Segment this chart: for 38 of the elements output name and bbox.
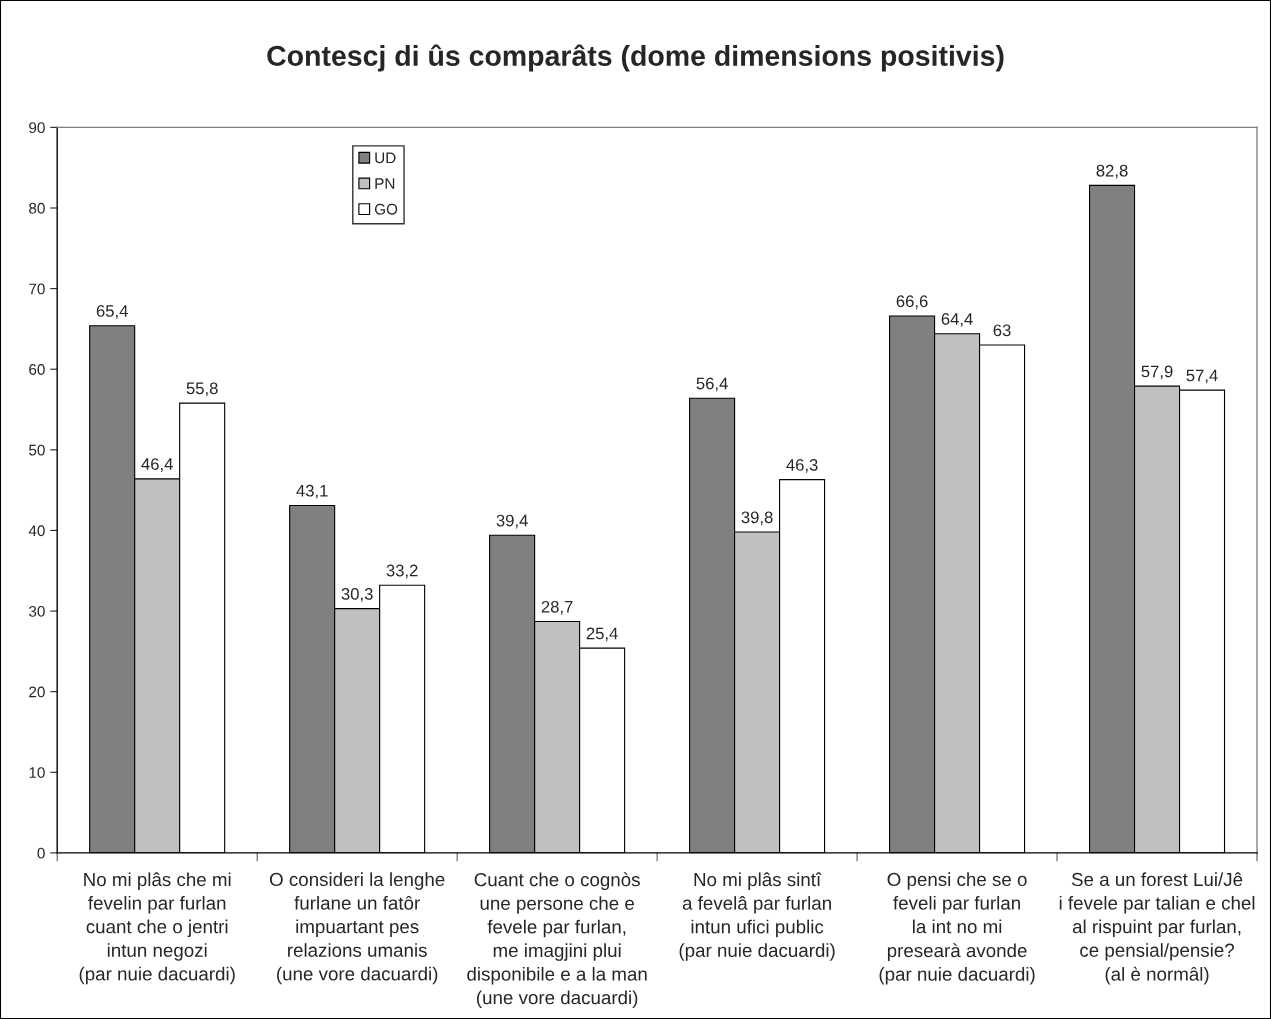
y-tick-label: 0 [37, 847, 45, 859]
y-tick-label: 20 [29, 686, 45, 698]
legend-label: GO [374, 203, 398, 215]
chart-title: Contescj di ûs comparâts (dome dimensions positivis) [267, 44, 1004, 72]
legend-label: UD [375, 152, 396, 164]
y-tick-label: 50 [29, 444, 45, 456]
data-label: 46,4 [141, 458, 173, 472]
data-label: 43,1 [296, 484, 328, 499]
legend-label: PN [375, 178, 395, 189]
x-tick-label: Se a un forest Lui/Jê i fevele par talian e chel al rispuint par furlan, ce pensial/pensie? (al è normâl) [1059, 872, 1255, 985]
y-tick-label: 30 [28, 605, 45, 617]
y-tick-label: 80 [29, 202, 45, 214]
data-label: 39,8 [741, 511, 773, 526]
data-label: 66,6 [896, 295, 928, 310]
data-label: 46,3 [786, 459, 818, 473]
x-tick-label: O consideri la lenghe furlane un fatôr impuartant pes relazions umanis (une vore dacuardi) [269, 872, 445, 985]
x-tick-label: No mi plâs sintî a fevelâ par furlan intun ufici public (par nuie dacuardi) [679, 872, 835, 961]
data-label: 65,4 [96, 305, 128, 319]
data-label: 56,4 [696, 377, 728, 392]
data-label: 39,4 [496, 514, 528, 529]
x-tick-label: O pensi che se o feveli par furlan la int no mi presearà avonde (par nuie dacuardi) [879, 872, 1035, 985]
y-tick-label: 40 [28, 525, 45, 537]
data-label: 57,9 [1141, 365, 1173, 380]
data-label: 57,4 [1186, 369, 1218, 384]
data-label: 28,7 [541, 600, 573, 615]
x-tick-label: No mi plâs che mi fevelin par furlan cuant che o jentri intun negozi (par nuie dacuardi) [79, 872, 235, 985]
data-label: 82,8 [1096, 164, 1128, 179]
data-label: 30,3 [341, 587, 373, 602]
data-label: 64,4 [941, 313, 973, 327]
x-tick-label: Cuant che o cognòs une persone che e fevele par furlan, me imagjini plui disponibile e a la man (une vore dacuardi) [467, 872, 647, 1008]
y-tick-label: 60 [29, 364, 45, 375]
data-label: 25,4 [586, 627, 618, 642]
data-label: 55,8 [186, 382, 218, 397]
y-tick-label: 70 [29, 283, 45, 295]
y-tick-label: 90 [29, 122, 45, 134]
y-tick-label: 10 [29, 767, 45, 778]
data-label: 33,2 [386, 564, 418, 579]
data-label: 63 [993, 324, 1011, 337]
